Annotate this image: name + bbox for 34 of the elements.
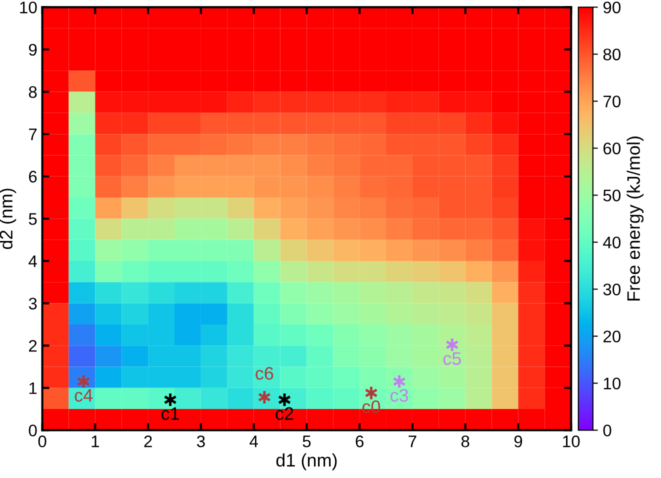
- x-tick-label: 10: [563, 436, 580, 448]
- x-tick-label: 0: [38, 436, 46, 448]
- color-bar-label: 20: [603, 330, 621, 342]
- x-tick-label: 6: [356, 436, 364, 448]
- x-tick-label: 7: [408, 436, 416, 448]
- color-bar-label: 60: [603, 142, 621, 154]
- x-tick-label: 3: [196, 436, 205, 448]
- x-axis-title: d1 (nm): [276, 453, 337, 470]
- y-tick-label: 5: [28, 213, 37, 225]
- color-bar-label: 0: [603, 424, 612, 436]
- y-tick-label: 4: [28, 256, 37, 268]
- color-bar-label: 30: [603, 284, 621, 296]
- x-tick-label: 8: [461, 436, 470, 448]
- color-bar-label: 10: [604, 378, 621, 390]
- y-tick-label: 1: [29, 382, 37, 394]
- y-tick-label: 10: [20, 2, 37, 14]
- color-bar-label: 50: [603, 190, 621, 202]
- x-tick-label: 2: [144, 436, 152, 448]
- color-bar-label: 70: [603, 96, 621, 108]
- y-tick-label: 9: [28, 44, 37, 56]
- x-tick-label: 5: [302, 436, 311, 448]
- y-tick-label: 6: [29, 170, 37, 183]
- color-bar-label: 40: [603, 236, 621, 248]
- color-bar-label: 80: [603, 48, 621, 60]
- x-tick-label: 1: [92, 436, 100, 448]
- y-tick-label: 8: [28, 86, 37, 98]
- y-tick-label: 3: [28, 298, 37, 310]
- color-bar-title: Free energy (kJ/mol): [626, 136, 644, 300]
- color-bar-label: 90: [603, 2, 621, 14]
- x-tick-label: 4: [250, 436, 258, 448]
- x-tick-label: 9: [514, 436, 522, 448]
- y-tick-label: 7: [29, 128, 37, 140]
- y-tick-label: 2: [29, 340, 37, 352]
- y-tick-label: 0: [28, 424, 37, 436]
